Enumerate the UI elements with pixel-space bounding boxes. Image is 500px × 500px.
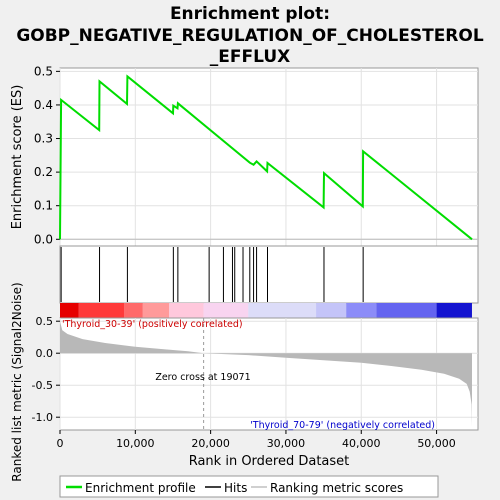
chart-title-line-2: GOBP_NEGATIVE_REGULATION_OF_CHOLESTEROL: [16, 26, 484, 46]
es-gridlines: [59, 68, 478, 246]
colorbar-segment: [376, 303, 437, 318]
colorbar-segment: [142, 303, 170, 318]
colorbar-segment: [203, 303, 249, 318]
negative-correlation-label: 'Thyroid_70-79' (negatively correlated): [250, 420, 435, 431]
es-y-tick-label: 0.4: [34, 98, 53, 112]
es-y-tick-label: 0.1: [34, 199, 53, 213]
hits-panel: [59, 245, 479, 304]
colorbar-segment: [436, 303, 472, 318]
x-tick-label: 0: [57, 437, 64, 450]
legend-enrichment-profile-label: Enrichment profile: [85, 481, 196, 495]
legend-hits-label: Hits: [224, 481, 247, 495]
x-tick-label: 20,000: [191, 437, 230, 450]
es-y-tick-label: 0.2: [34, 165, 53, 179]
metric-y-tick-label: 0.0: [36, 347, 54, 360]
es-y-axis-label: Enrichment score (ES): [10, 85, 25, 230]
x-tick-label: 40,000: [342, 437, 381, 450]
es-y-tick-label: 0.5: [34, 64, 53, 78]
colorbar-segment: [124, 303, 143, 318]
es-plot-area: [59, 67, 479, 247]
hits-markers: [60, 247, 364, 302]
zero-cross-label: Zero cross at 19071: [155, 372, 250, 383]
es-y-axis-ticks: 0.0 0.1 0.2 0.3 0.4 0.5: [34, 64, 60, 246]
chart-title-line-1: Enrichment plot:: [170, 4, 330, 24]
enrichment-profile-line: [59, 74, 473, 241]
legend: Enrichment profile Hits Ranking metric s…: [59, 475, 439, 498]
colorbar-segment: [248, 303, 317, 318]
colorbar-segment: [78, 303, 125, 318]
x-tick-label: 10,000: [116, 437, 155, 450]
metric-y-tick-label: -1.0: [32, 411, 53, 424]
metric-y-tick-label: 0.5: [36, 315, 54, 328]
colorbar-segment: [346, 303, 377, 318]
metric-y-axis-ticks: -1.0 -0.5 0.0 0.5: [32, 315, 60, 424]
x-tick-label: 50,000: [417, 437, 456, 450]
x-tick-label: 30,000: [267, 437, 306, 450]
legend-box: [59, 475, 439, 498]
colorbar-segment: [316, 303, 347, 318]
metric-y-axis-label: Ranked list metric (Signal2Noise): [10, 282, 24, 481]
positive-correlation-label: 'Thyroid_30-39' (positively correlated): [62, 319, 243, 330]
metric-plot-area: [59, 317, 479, 431]
ranking-colorbar: [60, 303, 472, 318]
x-axis-label: Rank in Ordered Dataset: [189, 454, 350, 469]
es-y-tick-label: 0.0: [34, 232, 53, 246]
x-axis-ticks: 0 10,000 20,000 30,000 40,000 50,000: [57, 430, 456, 450]
metric-y-tick-label: -0.5: [32, 379, 53, 392]
legend-ranking-metric-label: Ranking metric scores: [270, 481, 403, 495]
colorbar-segment: [60, 303, 79, 318]
es-y-tick-label: 0.3: [34, 132, 53, 146]
colorbar-segment: [169, 303, 204, 318]
chart-title-line-3: _EFFLUX: [210, 47, 290, 67]
